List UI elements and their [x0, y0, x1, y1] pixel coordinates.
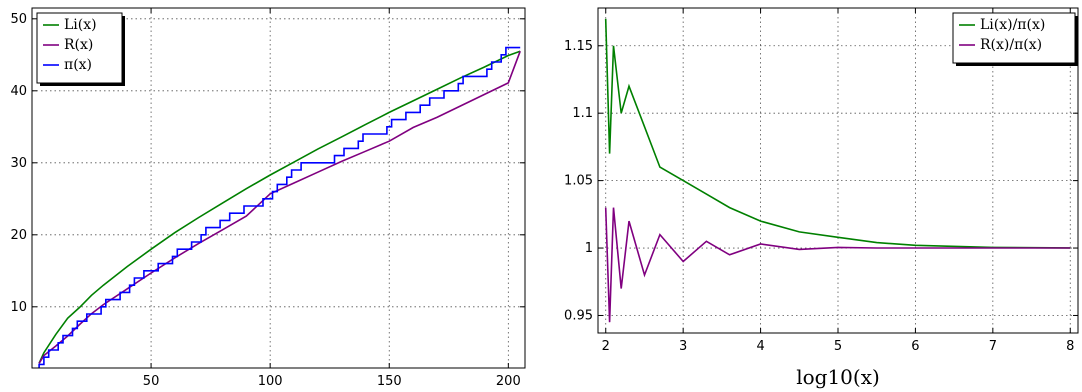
x-tick-label: 5	[834, 339, 842, 354]
y-tick-label: 1.1	[572, 106, 593, 121]
x-tick-label: 150	[377, 374, 402, 389]
legend-label: R(x)	[64, 37, 93, 53]
series-line-2	[38, 50, 521, 364]
y-tick-label: 0.95	[564, 308, 593, 323]
series-line-1	[38, 50, 521, 364]
plot-frame	[597, 7, 1079, 334]
x-tick-label: 3	[679, 339, 687, 354]
x-tick-label: 6	[911, 339, 919, 354]
x-tick-label: 4	[756, 339, 764, 354]
x-tick-label: 2	[602, 339, 610, 354]
legend-label: Li(x)	[64, 17, 97, 33]
y-tick-label: 50	[10, 12, 27, 27]
x-tick-label: 100	[258, 374, 283, 389]
series-line-1	[604, 18, 1071, 249]
y-tick-label: 1	[585, 241, 593, 256]
x-axis-title: log10(x)	[796, 365, 880, 389]
legend-label: Li(x)/π(x)	[980, 17, 1045, 33]
x-tick-label: 50	[143, 374, 160, 389]
x-tick-label: 8	[1066, 339, 1074, 354]
x-tick-label: 200	[496, 374, 521, 389]
series-line-2	[604, 207, 1071, 323]
legend-label: R(x)/π(x)	[980, 37, 1042, 53]
y-tick-label: 40	[10, 84, 27, 99]
y-tick-label: 20	[10, 228, 27, 243]
x-tick-label: 7	[989, 339, 997, 354]
y-tick-label: 10	[10, 300, 27, 315]
y-tick-label: 1.05	[564, 174, 593, 189]
chart-panel-1: 50 100 150 200 10 20 30 40 50 Li(x) R(x) π(x)	[10, 7, 526, 389]
legend-label: π(x)	[64, 57, 92, 73]
y-tick-label: 30	[10, 156, 27, 171]
series-line-3	[38, 46, 521, 368]
chart-panel-2: 2 3 4 5 6 7 8 0.95 1 1.05 1.1 1.15 Li(x)/π(x) R(x)/π(…	[564, 7, 1079, 389]
y-tick-label: 1.15	[564, 39, 593, 54]
legend-box	[952, 12, 1076, 64]
plot-frame	[31, 7, 526, 369]
